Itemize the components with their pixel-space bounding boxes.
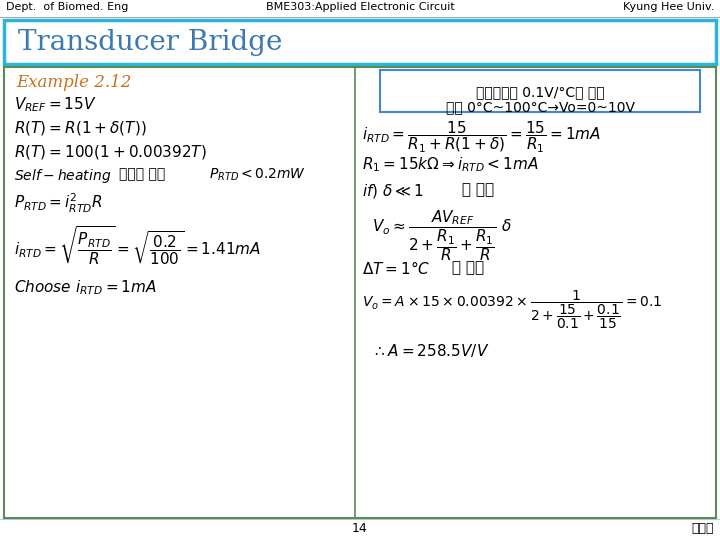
Text: $R_1 = 15k\Omega \Rightarrow i_{RTD} < 1mA$: $R_1 = 15k\Omega \Rightarrow i_{RTD} < 1…: [362, 155, 539, 174]
Text: $V_o \approx \dfrac{AV_{REF}}{2 + \dfrac{R_1}{R} + \dfrac{R_1}{R}}\ \delta$: $V_o \approx \dfrac{AV_{REF}}{2 + \dfrac…: [372, 208, 512, 263]
Text: $\Delta T = 1°C$: $\Delta T = 1°C$: [362, 260, 431, 277]
Text: 이규락: 이규락: [691, 523, 714, 536]
Text: Example 2.12: Example 2.12: [16, 74, 131, 91]
Text: $V_o = A \times 15 \times 0.00392 \times \dfrac{1}{2 + \dfrac{15}{0.1} + \dfrac{: $V_o = A \times 15 \times 0.00392 \times…: [362, 288, 662, 330]
Text: Dept.  of Biomed. Eng: Dept. of Biomed. Eng: [6, 2, 128, 12]
Text: $Choose\ i_{RTD} = 1mA$: $Choose\ i_{RTD} = 1mA$: [14, 278, 157, 296]
Text: 일 경우: 일 경우: [447, 260, 484, 275]
Text: $i_{RTD} = \dfrac{15}{R_1 + R(1+\delta)} = \dfrac{15}{R_1} = 1mA$: $i_{RTD} = \dfrac{15}{R_1 + R(1+\delta)}…: [362, 120, 601, 155]
Text: 14: 14: [352, 523, 368, 536]
Text: 방지를 위한: 방지를 위한: [119, 167, 170, 181]
Text: $Self - heating$: $Self - heating$: [14, 167, 112, 185]
Text: $R(T) = R(1 + \delta(T))$: $R(T) = R(1 + \delta(T))$: [14, 119, 147, 137]
Text: $P_{RTD} < 0.2mW$: $P_{RTD} < 0.2mW$: [209, 167, 306, 184]
FancyBboxPatch shape: [380, 70, 700, 112]
Text: BME303:Applied Electronic Circuit: BME303:Applied Electronic Circuit: [266, 2, 454, 12]
FancyBboxPatch shape: [4, 20, 716, 64]
Text: $\therefore A = 258.5V/V$: $\therefore A = 258.5V/V$: [372, 342, 490, 359]
Text: $V_{REF} = 15V$: $V_{REF} = 15V$: [14, 95, 96, 114]
Text: Transducer Bridge: Transducer Bridge: [18, 29, 282, 56]
Text: 최종적으로 0.1V/°C의 출력: 최종적으로 0.1V/°C의 출력: [476, 85, 604, 99]
Text: 일 경우: 일 경우: [457, 182, 494, 197]
Text: $R(T) = 100(1 + 0.00392T)$: $R(T) = 100(1 + 0.00392T)$: [14, 143, 207, 161]
FancyBboxPatch shape: [4, 67, 716, 518]
Text: $if)\ \delta \ll 1$: $if)\ \delta \ll 1$: [362, 182, 424, 200]
Text: $i_{RTD} = \sqrt{\dfrac{P_{RTD}}{R}} = \sqrt{\dfrac{0.2}{100}} = 1.41mA$: $i_{RTD} = \sqrt{\dfrac{P_{RTD}}{R}} = \…: [14, 224, 261, 267]
Text: $P_{RTD} = i^2_{RTD}R$: $P_{RTD} = i^2_{RTD}R$: [14, 192, 102, 215]
Text: Kyung Hee Univ.: Kyung Hee Univ.: [623, 2, 714, 12]
Text: 온도 0°C~100°C→Vo=0~10V: 온도 0°C~100°C→Vo=0~10V: [446, 100, 634, 114]
